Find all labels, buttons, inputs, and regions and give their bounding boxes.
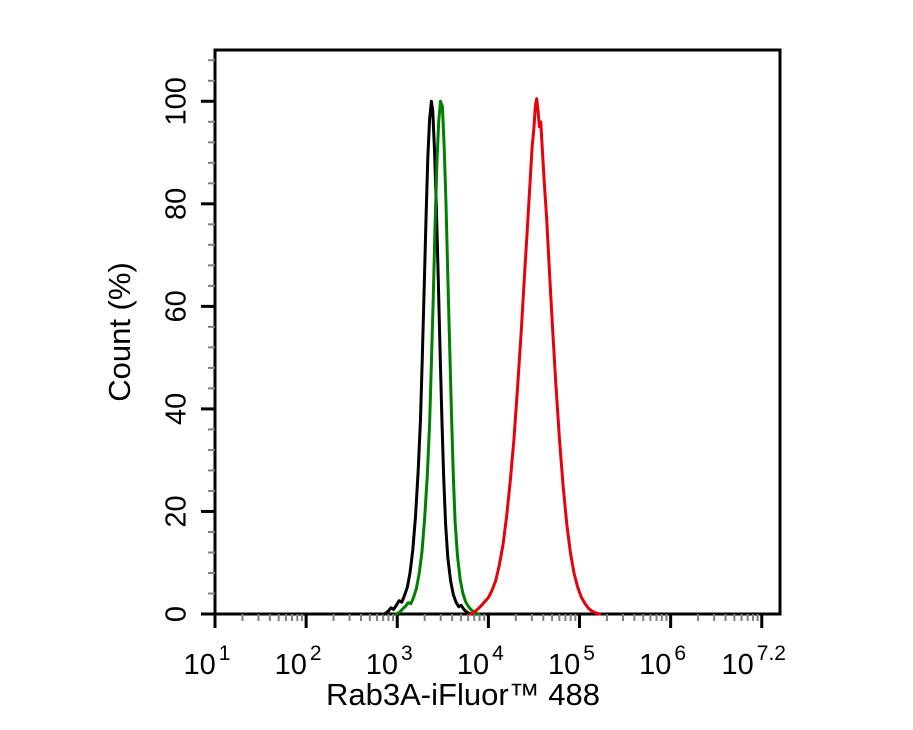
plot-frame	[213, 48, 782, 616]
y-tick-label: 80	[161, 188, 193, 220]
y-tick-label: 60	[161, 290, 193, 322]
y-axis-title: Count (%)	[102, 262, 137, 402]
y-tick-label: 20	[161, 495, 193, 527]
x-tick-label: 10 4	[457, 642, 504, 681]
x-tick-label: 10 5	[548, 642, 595, 681]
y-tick-label: 0	[161, 606, 193, 622]
x-tick-label: 10 7.2	[722, 642, 786, 681]
red-histogram-curve	[468, 97, 602, 616]
x-axis-title: Rab3A-iFluor™ 488	[326, 677, 600, 712]
x-tick-label: 10 6	[639, 642, 686, 681]
x-tick-label: 10 2	[275, 642, 322, 681]
x-tick-label: 10 1	[184, 642, 231, 681]
y-tick-label: 100	[161, 77, 193, 125]
black-histogram-curve	[383, 99, 473, 616]
y-tick-label: 40	[161, 393, 193, 425]
green-histogram-curve	[394, 99, 480, 616]
x-tick-label: 10 3	[366, 642, 413, 681]
